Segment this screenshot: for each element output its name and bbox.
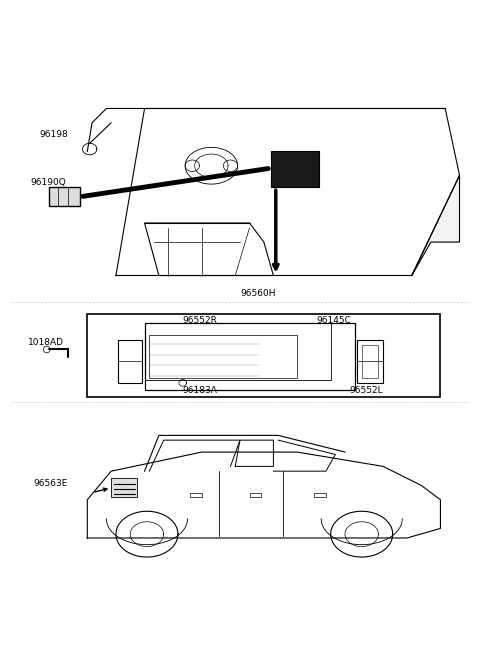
Bar (144, 323, 331, 380)
Text: 96145C: 96145C (316, 316, 351, 325)
Bar (314, 493, 326, 497)
Text: 1018AD: 1018AD (28, 338, 64, 347)
Text: 96560H: 96560H (240, 289, 276, 298)
Text: 96183A: 96183A (183, 386, 217, 396)
Polygon shape (412, 175, 459, 276)
Bar (118, 340, 142, 383)
Text: 96552L: 96552L (350, 386, 384, 396)
Bar (362, 344, 378, 378)
Bar (87, 314, 441, 397)
Bar (49, 187, 80, 206)
Bar (271, 152, 319, 187)
Bar (357, 340, 383, 383)
Bar (149, 335, 297, 378)
Bar (190, 493, 202, 497)
Bar (144, 323, 355, 390)
Text: 96552R: 96552R (183, 316, 217, 325)
Text: 96190Q: 96190Q (30, 178, 66, 187)
Text: 96563E: 96563E (34, 479, 68, 487)
Text: 96198: 96198 (39, 131, 68, 139)
Bar (250, 493, 262, 497)
Bar (111, 478, 137, 497)
